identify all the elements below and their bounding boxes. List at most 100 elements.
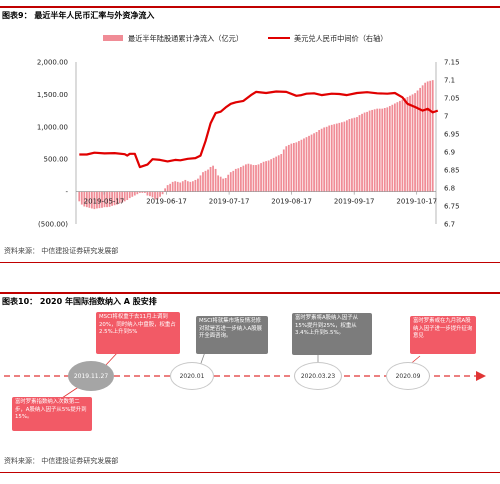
bar — [209, 166, 212, 192]
y-right-tick-label: 6.9 — [444, 149, 455, 157]
bar — [300, 139, 303, 192]
figure2-header: 图表10： 2020 年国际指数纳入 A 股安排 — [0, 292, 500, 310]
bar — [121, 191, 124, 203]
bar — [348, 119, 351, 192]
bar — [351, 118, 353, 192]
bar — [285, 146, 288, 192]
bar — [133, 191, 136, 196]
bar — [141, 191, 144, 193]
bar — [189, 181, 192, 192]
bar — [131, 191, 134, 197]
bar — [257, 164, 260, 192]
timeline-node-4: 2020.09 — [386, 362, 430, 390]
bar — [85, 191, 88, 208]
y-right-tick-label: 6.8 — [444, 185, 455, 193]
bar — [368, 110, 371, 192]
bar — [98, 191, 101, 209]
bar — [386, 107, 389, 192]
x-tick-label: 2019-08-17 — [271, 198, 312, 206]
bar — [272, 157, 275, 192]
bar — [396, 102, 399, 192]
bar — [416, 90, 419, 192]
bar — [204, 170, 207, 192]
bar — [310, 134, 313, 192]
bar — [383, 108, 386, 192]
bar — [83, 191, 86, 207]
bar — [91, 191, 93, 209]
bar — [290, 143, 293, 192]
bar — [292, 143, 295, 192]
bar — [277, 155, 280, 192]
bar — [323, 127, 326, 192]
bar — [356, 117, 358, 192]
bar — [429, 80, 432, 192]
x-tick-label: 2019-10-17 — [396, 198, 437, 206]
bar — [421, 85, 424, 192]
bar — [154, 191, 156, 200]
y-right-tick-label: 7 — [444, 113, 448, 121]
timeline-arrow-icon — [476, 371, 486, 381]
bar — [80, 191, 83, 205]
bar — [245, 164, 247, 192]
timeline-node-3: 2020.03.23 — [294, 362, 342, 390]
bar — [214, 168, 217, 192]
bar — [108, 191, 111, 207]
bar — [151, 191, 154, 198]
event-box-msci-2019: MSCI将权重于去11月上调到20%，同时纳入中盘股，权重占2.5%上升到5% — [96, 312, 180, 354]
bar — [414, 93, 416, 192]
bar — [280, 154, 283, 192]
timeline-node-2: 2020.01 — [170, 362, 214, 390]
bar — [308, 135, 310, 192]
bar — [197, 178, 199, 192]
bar — [262, 161, 265, 192]
bar — [426, 81, 429, 192]
chart-axes: (500.00) - 500.00 1,000.00 1,500.00 2,000.00 6… — [37, 59, 460, 229]
bar — [239, 166, 242, 192]
connector-1 — [104, 351, 119, 367]
chart-legend: 最近半年陆股通累计净流入（亿元） 美元兑人民币中间价（右轴） — [103, 34, 387, 43]
bar — [171, 181, 174, 192]
bar — [174, 181, 177, 192]
bar-series — [78, 80, 434, 210]
bar — [184, 179, 187, 192]
y-right-tick-label: 6.85 — [444, 167, 460, 175]
bar — [388, 106, 391, 192]
figure2-title: 图表10： 2020 年国际指数纳入 A 股安排 — [2, 297, 157, 306]
bar — [106, 191, 108, 208]
bar — [146, 191, 149, 196]
bar — [371, 109, 374, 192]
y-right-tick-label: 6.95 — [444, 131, 460, 139]
bar — [212, 165, 214, 192]
bar — [126, 191, 129, 201]
bar — [373, 109, 376, 192]
bar — [404, 98, 406, 192]
bar — [401, 99, 404, 192]
bar — [116, 191, 119, 205]
bar — [181, 181, 184, 192]
bar — [255, 165, 257, 192]
bar — [144, 191, 146, 193]
bar — [325, 126, 328, 192]
bar — [161, 191, 164, 195]
bar — [229, 172, 232, 192]
timeline-node-1: 2019.11.27 — [68, 361, 114, 391]
bar — [138, 191, 141, 193]
event-box-ftse-2020-03: 富时罗素将A股纳入因子从15%提升到25%，权重从3.4%上升到5.5%。 — [292, 313, 372, 355]
bar — [118, 191, 121, 204]
bar — [409, 95, 411, 192]
bar — [93, 191, 96, 210]
line-series — [79, 90, 439, 169]
bar — [318, 130, 321, 192]
bar — [179, 182, 182, 192]
bar — [101, 191, 103, 208]
bar — [376, 108, 379, 192]
bar — [199, 175, 202, 192]
bar — [123, 191, 126, 202]
bar — [156, 191, 159, 200]
bar — [78, 191, 81, 202]
bar — [217, 175, 220, 192]
bar — [169, 183, 172, 192]
bar — [242, 165, 245, 192]
x-tick-label: 2019-05-17 — [84, 198, 125, 206]
bar — [159, 191, 161, 197]
